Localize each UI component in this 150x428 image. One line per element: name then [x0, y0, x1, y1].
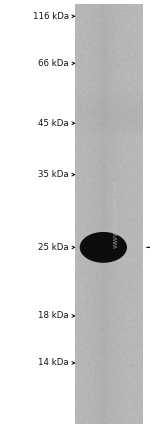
Text: 45 kDa: 45 kDa [38, 119, 69, 128]
Text: 25 kDa: 25 kDa [38, 243, 69, 252]
Text: 66 kDa: 66 kDa [38, 59, 69, 68]
Text: 14 kDa: 14 kDa [38, 358, 69, 368]
Ellipse shape [80, 232, 127, 263]
Text: 116 kDa: 116 kDa [33, 12, 69, 21]
Text: 18 kDa: 18 kDa [38, 311, 69, 321]
Text: 35 kDa: 35 kDa [38, 170, 69, 179]
Text: WWW.PTGSLAB.COM: WWW.PTGSLAB.COM [114, 180, 119, 248]
